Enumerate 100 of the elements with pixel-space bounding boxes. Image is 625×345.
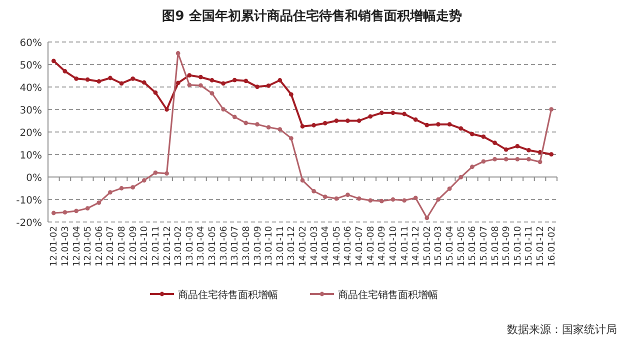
point [413, 117, 418, 122]
x-tick-label: 15.01-11 [524, 226, 535, 266]
x-tick-label: 12.01-12 [162, 226, 173, 266]
point [119, 186, 124, 190]
x-tick-label: 12.01-09 [128, 226, 139, 266]
point [470, 164, 474, 170]
point [85, 77, 90, 82]
point [198, 83, 203, 88]
point [402, 198, 406, 203]
point [356, 118, 362, 123]
point [74, 208, 78, 214]
x-tick-label: 14.01-03 [310, 226, 320, 266]
point [436, 122, 440, 127]
x-tick-label: 14.01-10 [388, 226, 399, 266]
x-tick-label: 13.01-11 [276, 226, 286, 266]
point [153, 90, 158, 95]
x-tick-label: 12.01-05 [84, 226, 94, 266]
point [458, 175, 464, 180]
legend-label: 商品住宅待售面积增幅 [178, 289, 278, 301]
point [108, 76, 112, 80]
y-tick-label: 60% [20, 38, 42, 49]
point [322, 194, 328, 199]
point [51, 210, 56, 216]
point [176, 51, 180, 56]
source-note: 数据来源：国家统计局 [507, 323, 617, 336]
x-tick-label: 13.01-03 [185, 226, 196, 266]
x-tick-label: 15.01-09 [502, 226, 512, 266]
point [322, 121, 328, 126]
point [526, 157, 531, 162]
point [187, 82, 192, 88]
point [504, 147, 508, 152]
point [176, 80, 180, 86]
x-tick-label: 16.01-02 [547, 226, 558, 266]
point [424, 216, 430, 220]
point [538, 160, 542, 164]
point [74, 76, 78, 81]
y-tick-label: 0% [26, 173, 42, 184]
point [312, 188, 316, 194]
point [312, 123, 316, 128]
point [266, 125, 271, 130]
point [356, 196, 362, 201]
point [458, 126, 464, 131]
point [300, 124, 305, 129]
point [288, 136, 294, 140]
point [221, 81, 226, 86]
x-tick-label: 14.01-08 [366, 226, 376, 266]
x-tick-label: 14.01-04 [321, 226, 332, 266]
point [379, 198, 384, 204]
x-tick-label: 12.01-08 [118, 226, 128, 266]
point [210, 78, 214, 82]
point [334, 196, 339, 201]
x-tick-label: 13.01-05 [208, 226, 218, 266]
point [390, 197, 396, 202]
point [130, 76, 136, 81]
point [232, 114, 237, 120]
x-tick-label: 12.01-04 [72, 226, 82, 266]
x-tick-label: 12.01-07 [106, 226, 116, 266]
x-tick-label: 14.01-05 [332, 226, 342, 266]
y-tick-label: 40% [20, 83, 42, 94]
point [334, 118, 339, 123]
point [402, 112, 406, 116]
x-tick-label: 13.01-08 [242, 226, 252, 266]
point [368, 114, 373, 119]
point [85, 206, 90, 210]
x-tick-label: 13.01-10 [264, 226, 275, 266]
point [96, 200, 102, 205]
point [346, 118, 350, 123]
point [470, 132, 474, 136]
point [300, 178, 305, 183]
point [368, 198, 373, 203]
y-tick-label: 10% [20, 150, 42, 162]
x-tick-label: 12.01-02 [50, 226, 60, 266]
point [346, 192, 350, 197]
x-tick-label: 13.01-04 [196, 226, 207, 266]
y-tick-label: -20% [16, 218, 42, 229]
point [481, 159, 486, 164]
x-tick-label: 14.01-11 [400, 226, 410, 266]
x-tick-label: 15.01-08 [490, 226, 501, 266]
x-tick-label: 14.01-12 [412, 226, 422, 266]
x-tick-label: 13.01-07 [230, 226, 241, 266]
x-tick-label: 12.01-03 [60, 226, 71, 266]
point [424, 122, 430, 128]
point [390, 110, 396, 116]
point [549, 152, 554, 156]
point [164, 171, 169, 176]
point [244, 120, 248, 126]
point [130, 185, 136, 190]
point [153, 170, 158, 175]
y-tick-label: 50% [20, 60, 42, 72]
x-tick-label: 15.01-10 [513, 226, 524, 266]
point [198, 74, 203, 80]
x-tick-label: 13.01-02 [174, 226, 184, 266]
point [515, 157, 520, 162]
x-tick-label: 14.01-09 [378, 226, 388, 266]
chart-title: 图9 全国年初累计商品住宅待售和销售面积增幅走势 [162, 8, 462, 24]
point [278, 127, 282, 132]
point [187, 73, 192, 78]
point [210, 91, 214, 96]
point [255, 122, 260, 127]
x-tick-label: 15.01-06 [468, 226, 478, 266]
